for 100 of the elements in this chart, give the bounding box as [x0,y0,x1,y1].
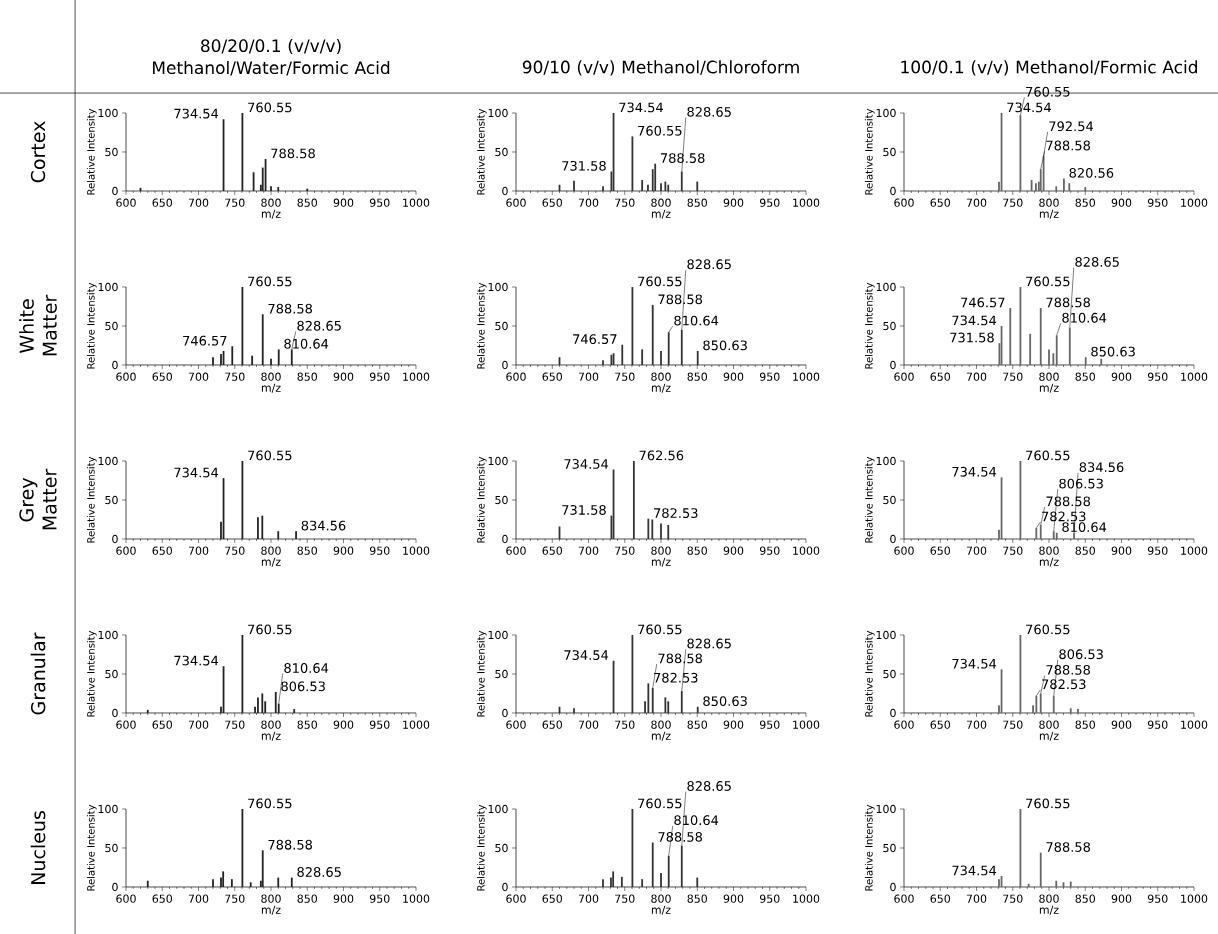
annotation: 810.64 [674,315,719,326]
y-axis-title: Relative Intensity [476,108,487,195]
x-tick-label: 600 [116,720,136,729]
y-tick-label: 100 [98,108,118,118]
y-tick-label: 50 [495,495,508,505]
annotation: 734.54 [952,466,997,477]
x-tick-label: 850 [297,546,318,555]
annotation: 760.55 [638,276,682,287]
annotation: 734.54 [952,315,997,326]
x-tick-label: 950 [1147,894,1168,903]
x-tick-label: 650 [542,894,563,903]
x-tick-label: 700 [578,894,599,903]
text: Grey Matter [19,468,57,530]
y-tick-label: 0 [112,534,118,544]
y-tick-label: 50 [105,843,118,853]
annotation: 788.58 [658,832,703,842]
x-tick-label: 1000 [403,546,430,555]
x-tick-label: 950 [1147,546,1168,555]
x-tick-label: 750 [615,372,635,381]
y-tick-label: 50 [495,669,508,679]
x-tick-label: 650 [152,372,173,381]
annotation: 760.55 [248,450,292,461]
x-tick-label: 850 [1075,720,1096,729]
x-tick-label: 750 [615,546,635,555]
annotation: 760.55 [248,624,292,635]
x-tick-label: 900 [333,546,354,555]
x-tick-label: 800 [651,720,671,729]
x-tick-label: 800 [1039,894,1059,903]
x-tick-label: 800 [651,546,671,555]
annotation: 760.55 [248,798,292,809]
text: Nucleus [30,811,46,884]
x-tick-label: 750 [1003,372,1023,381]
y-tick-label: 0 [112,186,118,196]
y-axis-title: Relative Intensity [864,630,875,717]
annotation: 834.56 [1079,462,1124,473]
y-tick-label: 0 [112,360,118,370]
x-tick-label: 700 [966,546,987,555]
x-axis-title: m/z [261,209,281,219]
annotation: 760.55 [1026,798,1070,809]
y-axis-title: Relative Intensity [864,456,875,543]
x-tick-label: 900 [1111,198,1132,207]
x-tick-label: 700 [966,198,987,207]
x-tick-label: 700 [188,198,209,207]
y-axis-title: Relative Intensity [86,804,97,891]
annotation: 788.58 [268,303,313,314]
x-tick-label: 900 [333,894,354,903]
y-axis-title: Relative Intensity [476,630,487,717]
annotation: 734.54 [1007,102,1051,113]
annotation: 760.55 [248,102,292,113]
y-axis-title: Relative Intensity [864,804,875,891]
x-axis-title: m/z [1039,209,1059,219]
x-axis-title: m/z [651,905,671,915]
x-tick-label: 950 [759,372,780,381]
x-tick-label: 600 [894,546,914,555]
annotation: 810.64 [674,815,719,826]
x-tick-label: 1000 [793,198,820,207]
x-tick-label: 700 [966,720,987,729]
x-tick-label: 950 [369,372,390,381]
annotation: 806.53 [1059,649,1103,660]
y-tick-label: 0 [502,186,508,196]
x-tick-label: 700 [188,720,209,729]
y-tick-label: 50 [105,321,118,331]
x-axis-title: m/z [651,383,671,393]
y-tick-label: 50 [883,321,896,331]
x-tick-label: 900 [723,372,744,381]
annotation: 731.58 [562,160,606,171]
annotation: 806.53 [281,681,325,692]
y-tick-label: 0 [890,882,896,892]
annotation: 731.58 [950,332,994,343]
x-tick-label: 1000 [1181,546,1208,555]
annotation: 782.53 [654,508,698,519]
x-axis-title: m/z [1039,557,1059,567]
x-tick-label: 750 [1003,894,1023,903]
y-axis-title: Relative Intensity [86,456,97,543]
annotation: 828.65 [1075,257,1119,267]
x-tick-label: 950 [369,198,390,207]
x-tick-label: 850 [687,546,708,555]
annotation: 828.65 [687,106,731,117]
x-tick-label: 800 [1039,372,1059,381]
x-tick-label: 950 [759,894,780,903]
x-axis-title: m/z [1039,383,1059,393]
x-tick-label: 1000 [403,372,430,381]
x-tick-label: 700 [578,720,599,729]
y-tick-label: 100 [488,804,508,814]
x-tick-label: 1000 [1181,198,1208,207]
annotation: 734.54 [952,865,997,876]
annotation: 834.56 [301,520,346,531]
x-tick-label: 900 [333,720,354,729]
x-tick-label: 800 [261,546,281,555]
x-tick-label: 700 [188,372,209,381]
annotation: 788.58 [1046,664,1091,675]
x-tick-label: 900 [723,894,744,903]
x-tick-label: 850 [687,894,708,903]
y-tick-label: 0 [502,882,508,892]
x-tick-label: 1000 [793,894,820,903]
x-tick-label: 900 [723,198,744,207]
x-tick-label: 650 [542,720,563,729]
y-tick-label: 0 [890,360,896,370]
x-tick-label: 1000 [403,894,430,903]
x-tick-label: 800 [651,372,671,381]
